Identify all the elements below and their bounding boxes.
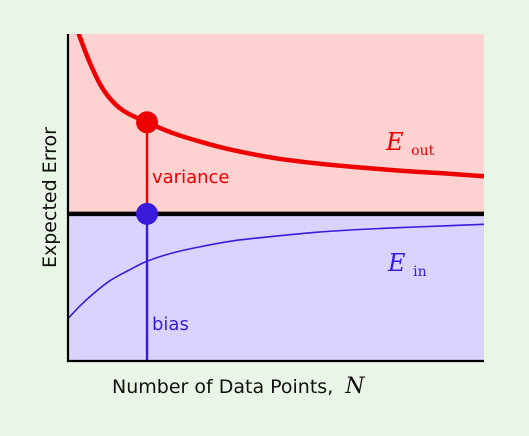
bias-marker-point [136,202,159,225]
chart-markers [136,111,159,361]
x-axis-label-variable: N [344,374,365,399]
variance-label: variance [152,167,230,188]
bias-label: bias [152,314,189,335]
series-label-e-in-name: E [387,249,406,277]
series-line-e-in [68,223,484,320]
series-label-e-out-subscript: out [411,143,434,159]
chart-labels: Expected Error Number of Data Points, N … [39,127,435,399]
series-line-e-out [76,34,484,179]
variance-region [68,34,484,214]
series-label-e-out: E out [385,128,435,159]
chart-axes [66,34,484,363]
bias-region [68,213,484,361]
series-label-e-out-name: E [385,128,404,156]
y-axis-label: Expected Error [39,127,61,268]
series-label-e-in-subscript: in [413,264,427,280]
chart-fills [68,34,484,361]
x-axis-label-text: Number of Data Points, [112,376,333,398]
series-label-e-in: E in [387,249,427,280]
e-out-marker-point [136,111,159,134]
x-axis-label: Number of Data Points, N [112,374,365,399]
